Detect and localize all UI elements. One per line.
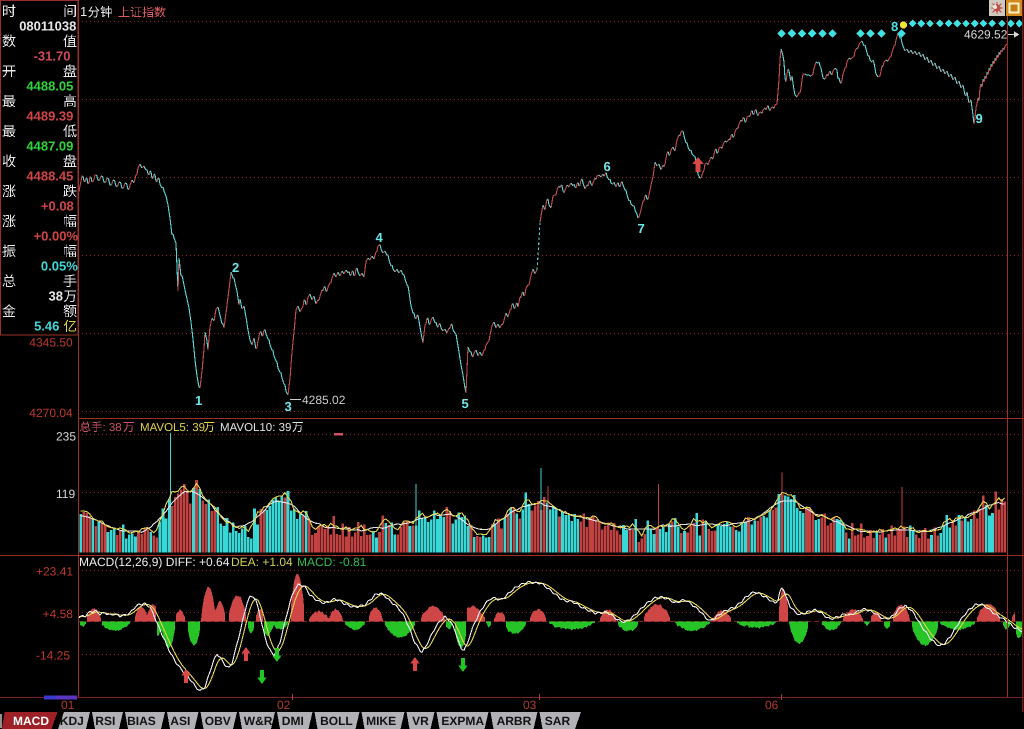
svg-text:03: 03 [523, 698, 537, 712]
svg-text:+23.41: +23.41 [36, 565, 73, 579]
svg-text:9: 9 [976, 111, 983, 126]
svg-text:08011038: 08011038 [19, 19, 76, 34]
svg-text:OBV: OBV [205, 714, 231, 728]
svg-text:SAR: SAR [545, 714, 571, 728]
svg-text:8: 8 [891, 19, 898, 34]
svg-text:119: 119 [56, 487, 75, 501]
svg-text:38: 38 [49, 289, 63, 304]
svg-text:-14.25: -14.25 [36, 649, 70, 663]
svg-text:ARBR: ARBR [497, 714, 532, 728]
svg-text:W&R: W&R [244, 714, 273, 728]
svg-text:-31.70: -31.70 [34, 49, 71, 64]
svg-text:4285.02: 4285.02 [302, 393, 346, 407]
svg-text:01: 01 [61, 698, 75, 712]
svg-text:MACD: MACD [13, 714, 49, 728]
svg-text:MACD: -0.81: MACD: -0.81 [297, 555, 367, 569]
svg-text:5: 5 [462, 396, 469, 411]
svg-text:4629.52: 4629.52 [964, 28, 1008, 42]
svg-text:2: 2 [232, 260, 239, 275]
svg-text:BOLL: BOLL [320, 714, 353, 728]
svg-text:: 38: : 38 [103, 422, 122, 434]
svg-text:02: 02 [277, 698, 291, 712]
svg-text:BIAS: BIAS [127, 714, 156, 728]
svg-text:1: 1 [80, 4, 87, 19]
svg-text:VR: VR [412, 714, 429, 728]
svg-text:4270.04: 4270.04 [29, 406, 73, 420]
svg-text:+0.08: +0.08 [41, 199, 74, 214]
svg-text:5.46: 5.46 [34, 319, 59, 334]
svg-text:MACD(12,26,9) DIFF: +0.64: MACD(12,26,9) DIFF: +0.64 [79, 555, 230, 569]
svg-text:4: 4 [376, 230, 384, 245]
svg-text:+4.58: +4.58 [43, 607, 74, 621]
svg-text:ASI: ASI [170, 714, 190, 728]
svg-text:6: 6 [604, 159, 611, 174]
svg-text:06: 06 [765, 698, 779, 712]
svg-text:4488.05: 4488.05 [26, 79, 73, 94]
svg-text:1: 1 [195, 393, 202, 408]
svg-text:235: 235 [56, 430, 76, 444]
svg-text:4489.39: 4489.39 [26, 109, 73, 124]
svg-text:+0.00%: +0.00% [34, 229, 79, 244]
svg-text:MAVOL5: 39: MAVOL5: 39 [140, 422, 205, 434]
svg-text:DEA: +1.04: DEA: +1.04 [231, 555, 293, 569]
svg-text:EXPMA: EXPMA [441, 714, 484, 728]
svg-text:RSI: RSI [95, 714, 115, 728]
svg-text:4488.45: 4488.45 [26, 169, 73, 184]
svg-text:MIKE: MIKE [366, 714, 396, 728]
svg-text:4487.09: 4487.09 [26, 139, 73, 154]
svg-text:7: 7 [638, 221, 645, 236]
svg-text:DMI: DMI [282, 714, 304, 728]
svg-text:KDJ: KDJ [60, 714, 84, 728]
svg-text:MAVOL10: 39: MAVOL10: 39 [220, 422, 291, 434]
svg-text:4345.50: 4345.50 [29, 336, 73, 350]
svg-text:0.05%: 0.05% [41, 259, 78, 274]
svg-text:3: 3 [285, 399, 292, 414]
